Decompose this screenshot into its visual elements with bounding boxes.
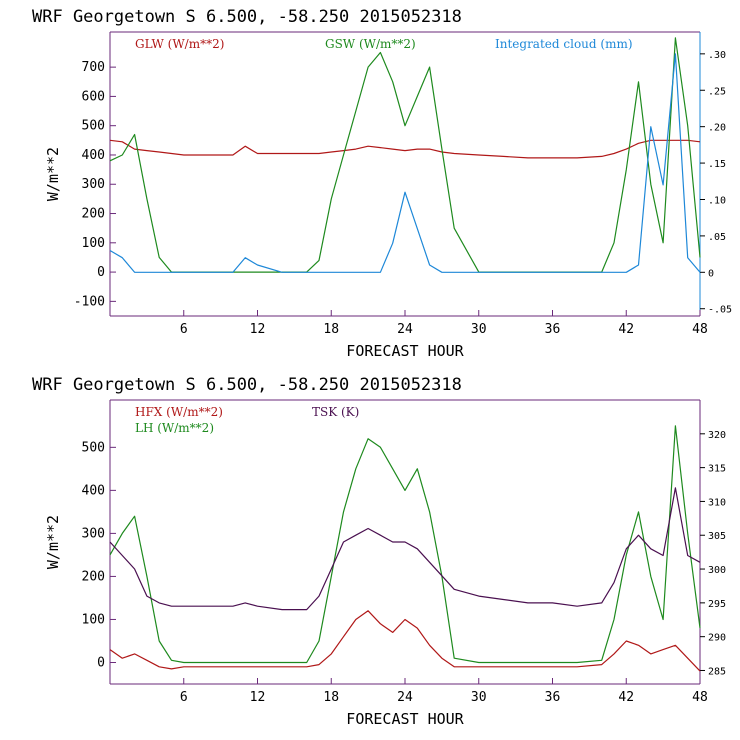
right-tick-label: 310 [708,497,726,508]
y-tick-label: 0 [97,265,105,280]
x-axis-label: FORECAST HOUR [346,710,464,728]
right-tick-label: 290 [708,633,726,644]
y-tick-label: 400 [82,483,105,498]
legend-entry: HFX (W/m**2) [135,405,223,419]
x-tick-label: 42 [618,322,634,337]
right-tick-label: 305 [708,531,726,542]
right-tick-label: 320 [708,430,726,441]
legend-entry: GSW (W/m**2) [325,37,416,51]
x-tick-label: 18 [323,322,339,337]
panel-title: WRF Georgetown S 6.500, -58.250 20150523… [32,375,462,395]
x-tick-label: 48 [692,690,708,705]
right-tick-label: 315 [708,464,726,475]
right-tick-label: .20 [708,123,726,134]
y-axis-label: W/m**2 [44,147,62,201]
x-tick-label: 36 [545,322,561,337]
x-tick-label: 12 [250,690,266,705]
x-tick-label: 24 [397,690,413,705]
x-tick-label: 48 [692,322,708,337]
right-tick-label: -.05 [708,305,732,316]
y-tick-label: 500 [82,440,105,455]
x-axis-label: FORECAST HOUR [346,342,464,360]
right-tick-label: .15 [708,159,726,170]
legend-entry: LH (W/m**2) [135,421,214,435]
x-tick-label: 30 [471,690,487,705]
x-tick-label: 36 [545,690,561,705]
series-line-tsk [109,487,701,611]
x-tick-label: 18 [323,690,339,705]
series-line-glw [109,139,701,159]
y-tick-label: 200 [82,207,105,222]
y-tick-label: 300 [82,177,105,192]
right-tick-label: 0 [708,268,714,279]
right-tick-label: 295 [708,599,726,610]
legend-entry: TSK (K) [312,405,359,419]
right-tick-label: 300 [708,565,726,576]
y-tick-label: 300 [82,526,105,541]
y-tick-label: 700 [82,60,105,75]
y-tick-label: 100 [82,612,105,627]
right-tick-label: .25 [708,86,726,97]
y-tick-label: 400 [82,148,105,163]
y-tick-label: 0 [97,655,105,670]
right-tick-label: .05 [708,232,726,243]
series-line-integrated [109,53,701,273]
x-tick-label: 30 [471,322,487,337]
y-tick-label: 500 [82,119,105,134]
right-tick-label: .10 [708,195,726,206]
x-tick-label: 6 [180,322,188,337]
series-line-lh [109,425,701,664]
series-line-hfx [109,610,701,672]
legend-entry: GLW (W/m**2) [135,37,224,51]
y-tick-label: 600 [82,89,105,104]
y-tick-label: -100 [74,294,105,309]
panel-title: WRF Georgetown S 6.500, -58.250 20150523… [32,7,462,27]
right-tick-label: 285 [708,666,726,677]
y-tick-label: 200 [82,569,105,584]
y-axis-label: W/m**2 [44,515,62,569]
x-tick-label: 6 [180,690,188,705]
x-tick-label: 24 [397,322,413,337]
right-tick-label: .30 [708,50,726,61]
x-tick-label: 42 [618,690,634,705]
x-tick-label: 12 [250,322,266,337]
legend-entry: Integrated cloud (mm) [495,37,633,51]
y-tick-label: 100 [82,236,105,251]
